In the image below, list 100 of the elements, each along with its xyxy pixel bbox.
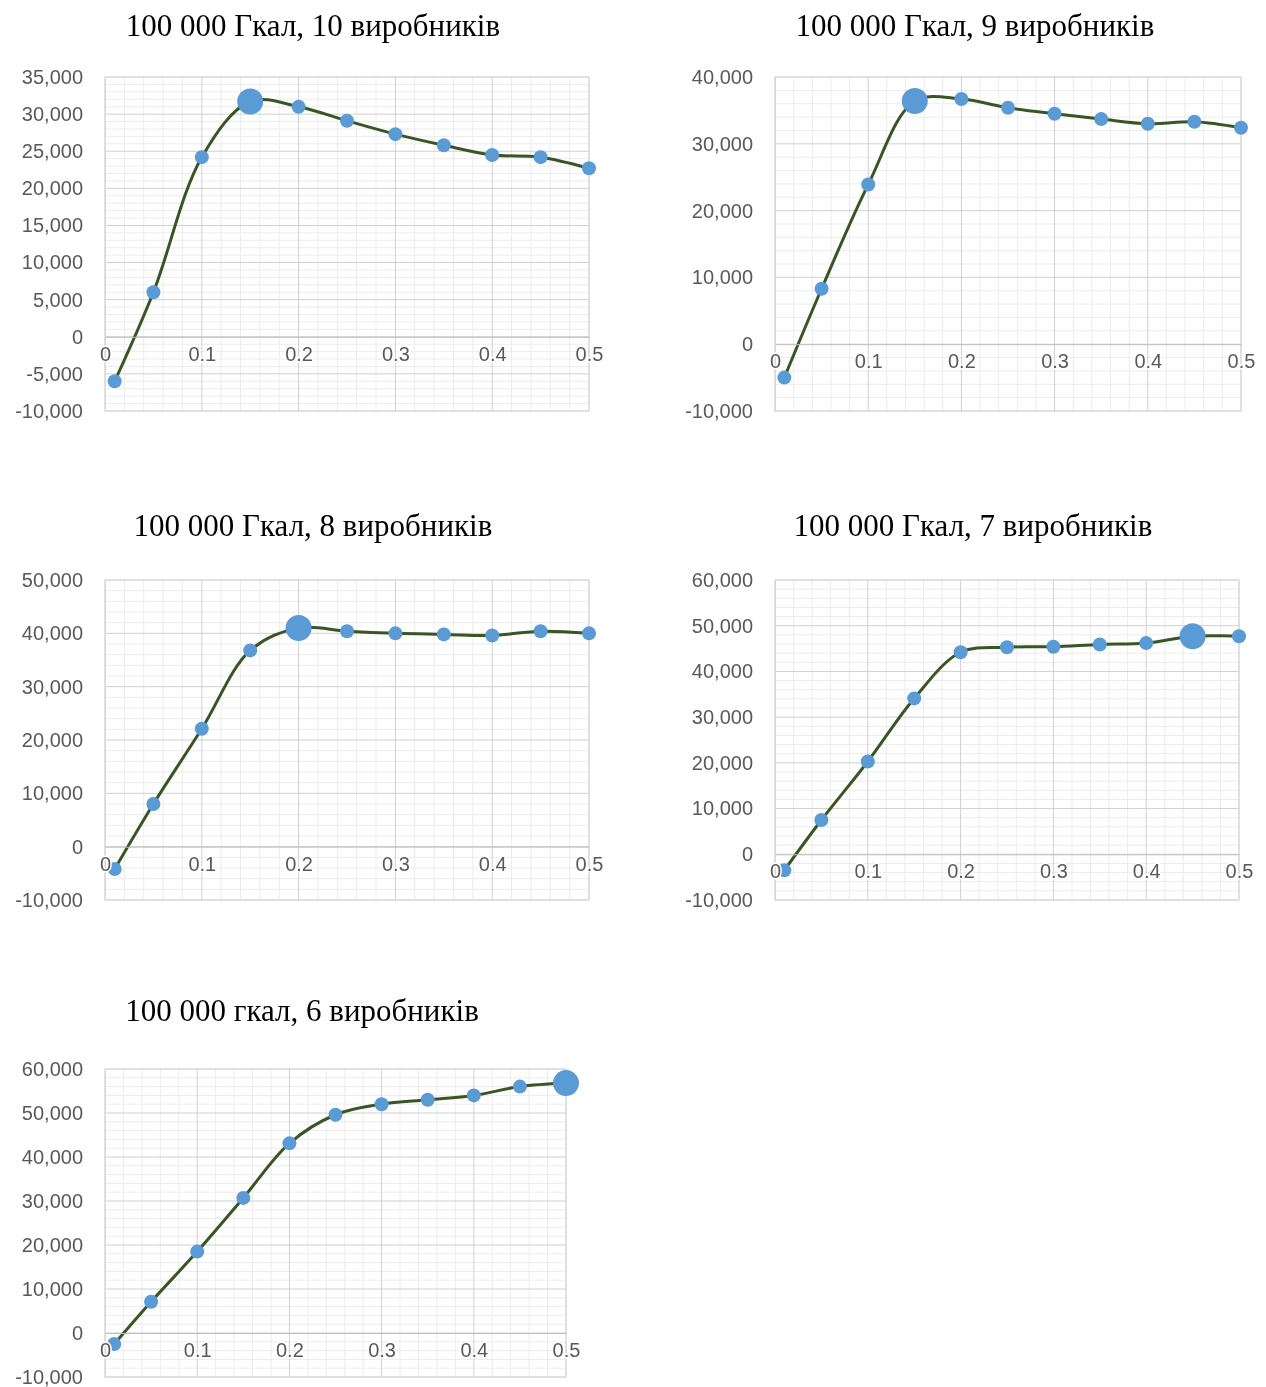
point [1140,116,1155,131]
point [512,1079,527,1094]
y-tick-label: 40,000 [691,65,753,88]
x-tick-label: 0.2 [275,1339,304,1362]
point [285,615,312,641]
point [907,691,922,706]
point [237,88,264,115]
point [146,285,161,300]
point [485,147,500,162]
y-tick-label: 40,000 [21,622,83,645]
x-tick-label: 0.2 [285,342,314,365]
x-tick-label: 0.1 [183,1339,212,1362]
point [582,161,596,176]
x-tick-label: 0.5 [575,342,604,365]
point [146,797,161,811]
point [340,624,354,639]
chart-title: 100 000 Гкал, 7 виробників [793,508,1153,543]
y-tick-label: 30,000 [21,1189,83,1212]
y-tick-label: 10,000 [691,797,753,820]
point [861,177,876,192]
x-tick-label: 0 [769,350,782,373]
y-tick-label: 10,000 [21,782,83,805]
y-tick-label: 20,000 [21,177,83,200]
point [282,1136,297,1151]
point [420,1092,435,1107]
y-tick-label: 50,000 [21,1101,83,1124]
point [1001,100,1015,115]
chart-title: 100 000 гкал, 6 виробників [125,993,479,1028]
point [436,138,451,153]
point [1187,114,1202,129]
y-tick-label: 35,000 [21,65,83,88]
y-tick-label: -10,000 [15,888,83,911]
y-tick-label: 10,000 [21,1277,83,1300]
y-tick-label: 0 [71,325,83,348]
x-tick-label: 0 [99,1339,112,1362]
point [814,281,829,296]
point [1234,120,1248,135]
x-tick-label: 0.3 [1039,860,1068,883]
point [1179,623,1206,650]
y-tick-label: -10,000 [685,888,753,911]
x-tick-label: 0.4 [478,342,507,365]
point [328,1107,343,1122]
x-tick-label: 0.2 [947,350,976,373]
point [1047,106,1062,121]
point [190,1244,205,1259]
y-tick-label: 0 [71,835,83,858]
point [340,113,354,128]
x-tick-label: 0.3 [381,852,410,875]
chart-title: 100 000 Гкал, 9 виробників [795,8,1155,43]
point [388,626,403,641]
x-tick-label: 0.1 [188,342,217,365]
x-tick-label: 0.4 [1134,350,1163,373]
point [436,627,451,642]
y-tick-label: 30,000 [691,706,753,729]
point [1094,112,1109,127]
point [860,754,875,769]
y-tick-label: 40,000 [21,1145,83,1168]
point [533,150,548,165]
point [466,1088,481,1103]
point [953,645,968,660]
x-tick-label: 0.3 [368,1339,397,1362]
chart-title: 100 000 Гкал, 8 виробників [133,508,493,543]
y-tick-label: 0 [71,1321,83,1344]
x-tick-label: 0 [99,342,112,365]
point [144,1294,159,1309]
point [901,88,928,115]
x-tick-label: 0.3 [1041,350,1070,373]
y-tick-label: 30,000 [21,675,83,698]
x-tick-label: 0.5 [1227,350,1256,373]
y-tick-label: 20,000 [691,199,753,222]
point [485,628,500,643]
y-tick-label: 60,000 [691,568,753,591]
point [194,150,209,165]
point [777,370,792,385]
point [814,813,829,827]
y-tick-label: 60,000 [21,1057,83,1080]
y-tick-label: 25,000 [21,140,83,163]
y-tick-label: 20,000 [691,751,753,774]
x-tick-label: 0.4 [1132,860,1161,883]
point [582,626,596,641]
y-tick-label: -10,000 [685,399,753,422]
y-tick-label: 10,000 [691,266,753,289]
y-tick-label: 30,000 [21,103,83,126]
x-tick-label: 0.3 [381,342,410,365]
point [533,624,548,639]
point [954,92,969,107]
y-tick-label: 20,000 [21,728,83,751]
point [236,1190,251,1205]
x-tick-label: 0.1 [854,350,883,373]
point [1139,636,1154,651]
point [388,127,403,142]
point [1092,637,1107,652]
y-tick-label: -10,000 [15,399,83,422]
x-tick-label: 0.2 [285,852,314,875]
x-tick-label: 0 [99,852,112,875]
point [291,99,306,114]
y-tick-label: 20,000 [21,1233,83,1256]
point [243,643,258,658]
y-tick-label: 30,000 [691,132,753,155]
y-tick-label: 50,000 [21,568,83,591]
